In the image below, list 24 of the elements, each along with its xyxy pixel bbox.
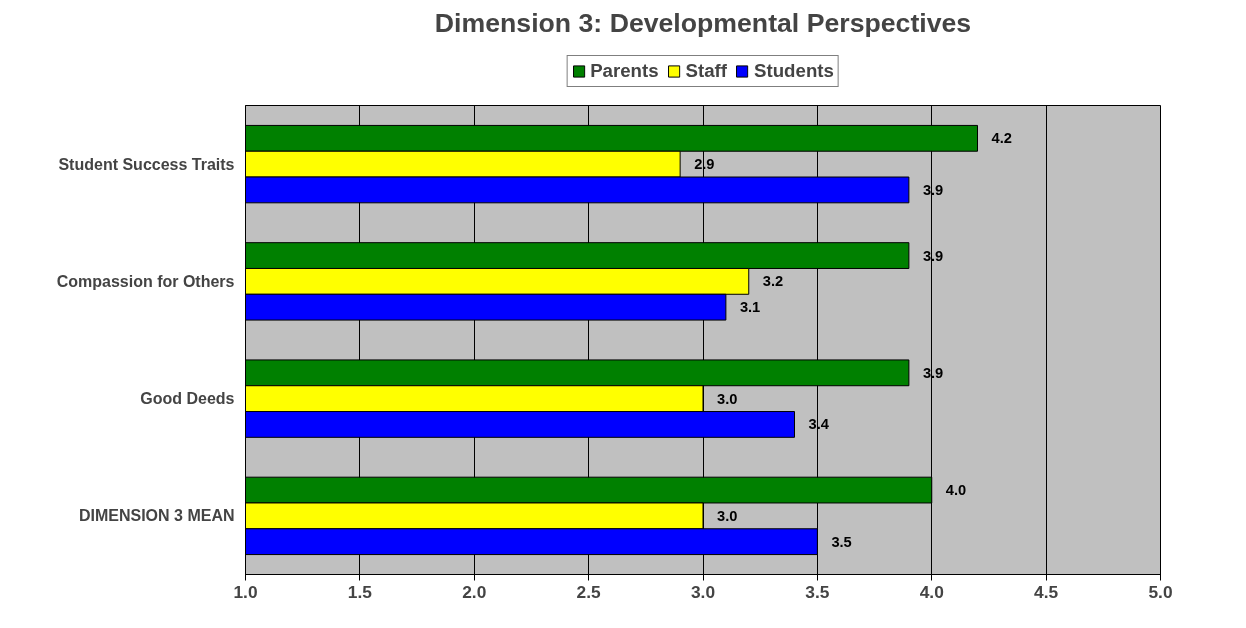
data-label: 3.0 xyxy=(717,390,738,407)
data-label: 3.2 xyxy=(762,273,784,290)
legend-label: Students xyxy=(754,60,834,82)
chart-title: Dimension 3: Developmental Perspectives xyxy=(434,7,972,38)
x-tick-label: 2.5 xyxy=(576,581,602,602)
x-tick-label: 2.0 xyxy=(462,581,487,602)
y-tick-label: Good Deeds xyxy=(140,390,235,408)
data-label: 3.1 xyxy=(739,299,761,316)
x-tick-label: 5.0 xyxy=(1148,581,1173,602)
x-tick-label: 3.5 xyxy=(805,581,830,602)
legend-label: Parents xyxy=(590,60,659,82)
legend-label: Staff xyxy=(685,60,728,82)
y-tick-label: Student Success Traits xyxy=(58,155,235,173)
x-tick-label: 3.0 xyxy=(690,581,716,602)
x-tick-label: 1.0 xyxy=(233,581,258,602)
x-tick-label: 1.5 xyxy=(347,581,373,602)
data-label: 3.5 xyxy=(831,533,852,550)
data-label: 3.0 xyxy=(717,507,738,524)
data-label: 4.0 xyxy=(945,482,967,499)
y-tick-label: DIMENSION 3 MEAN xyxy=(78,507,235,525)
x-tick-label: 4.0 xyxy=(919,581,944,602)
y-tick-label: Compassion for Others xyxy=(56,272,235,290)
data-label: 4.2 xyxy=(991,130,1012,147)
x-tick-label: 4.5 xyxy=(1034,581,1059,602)
